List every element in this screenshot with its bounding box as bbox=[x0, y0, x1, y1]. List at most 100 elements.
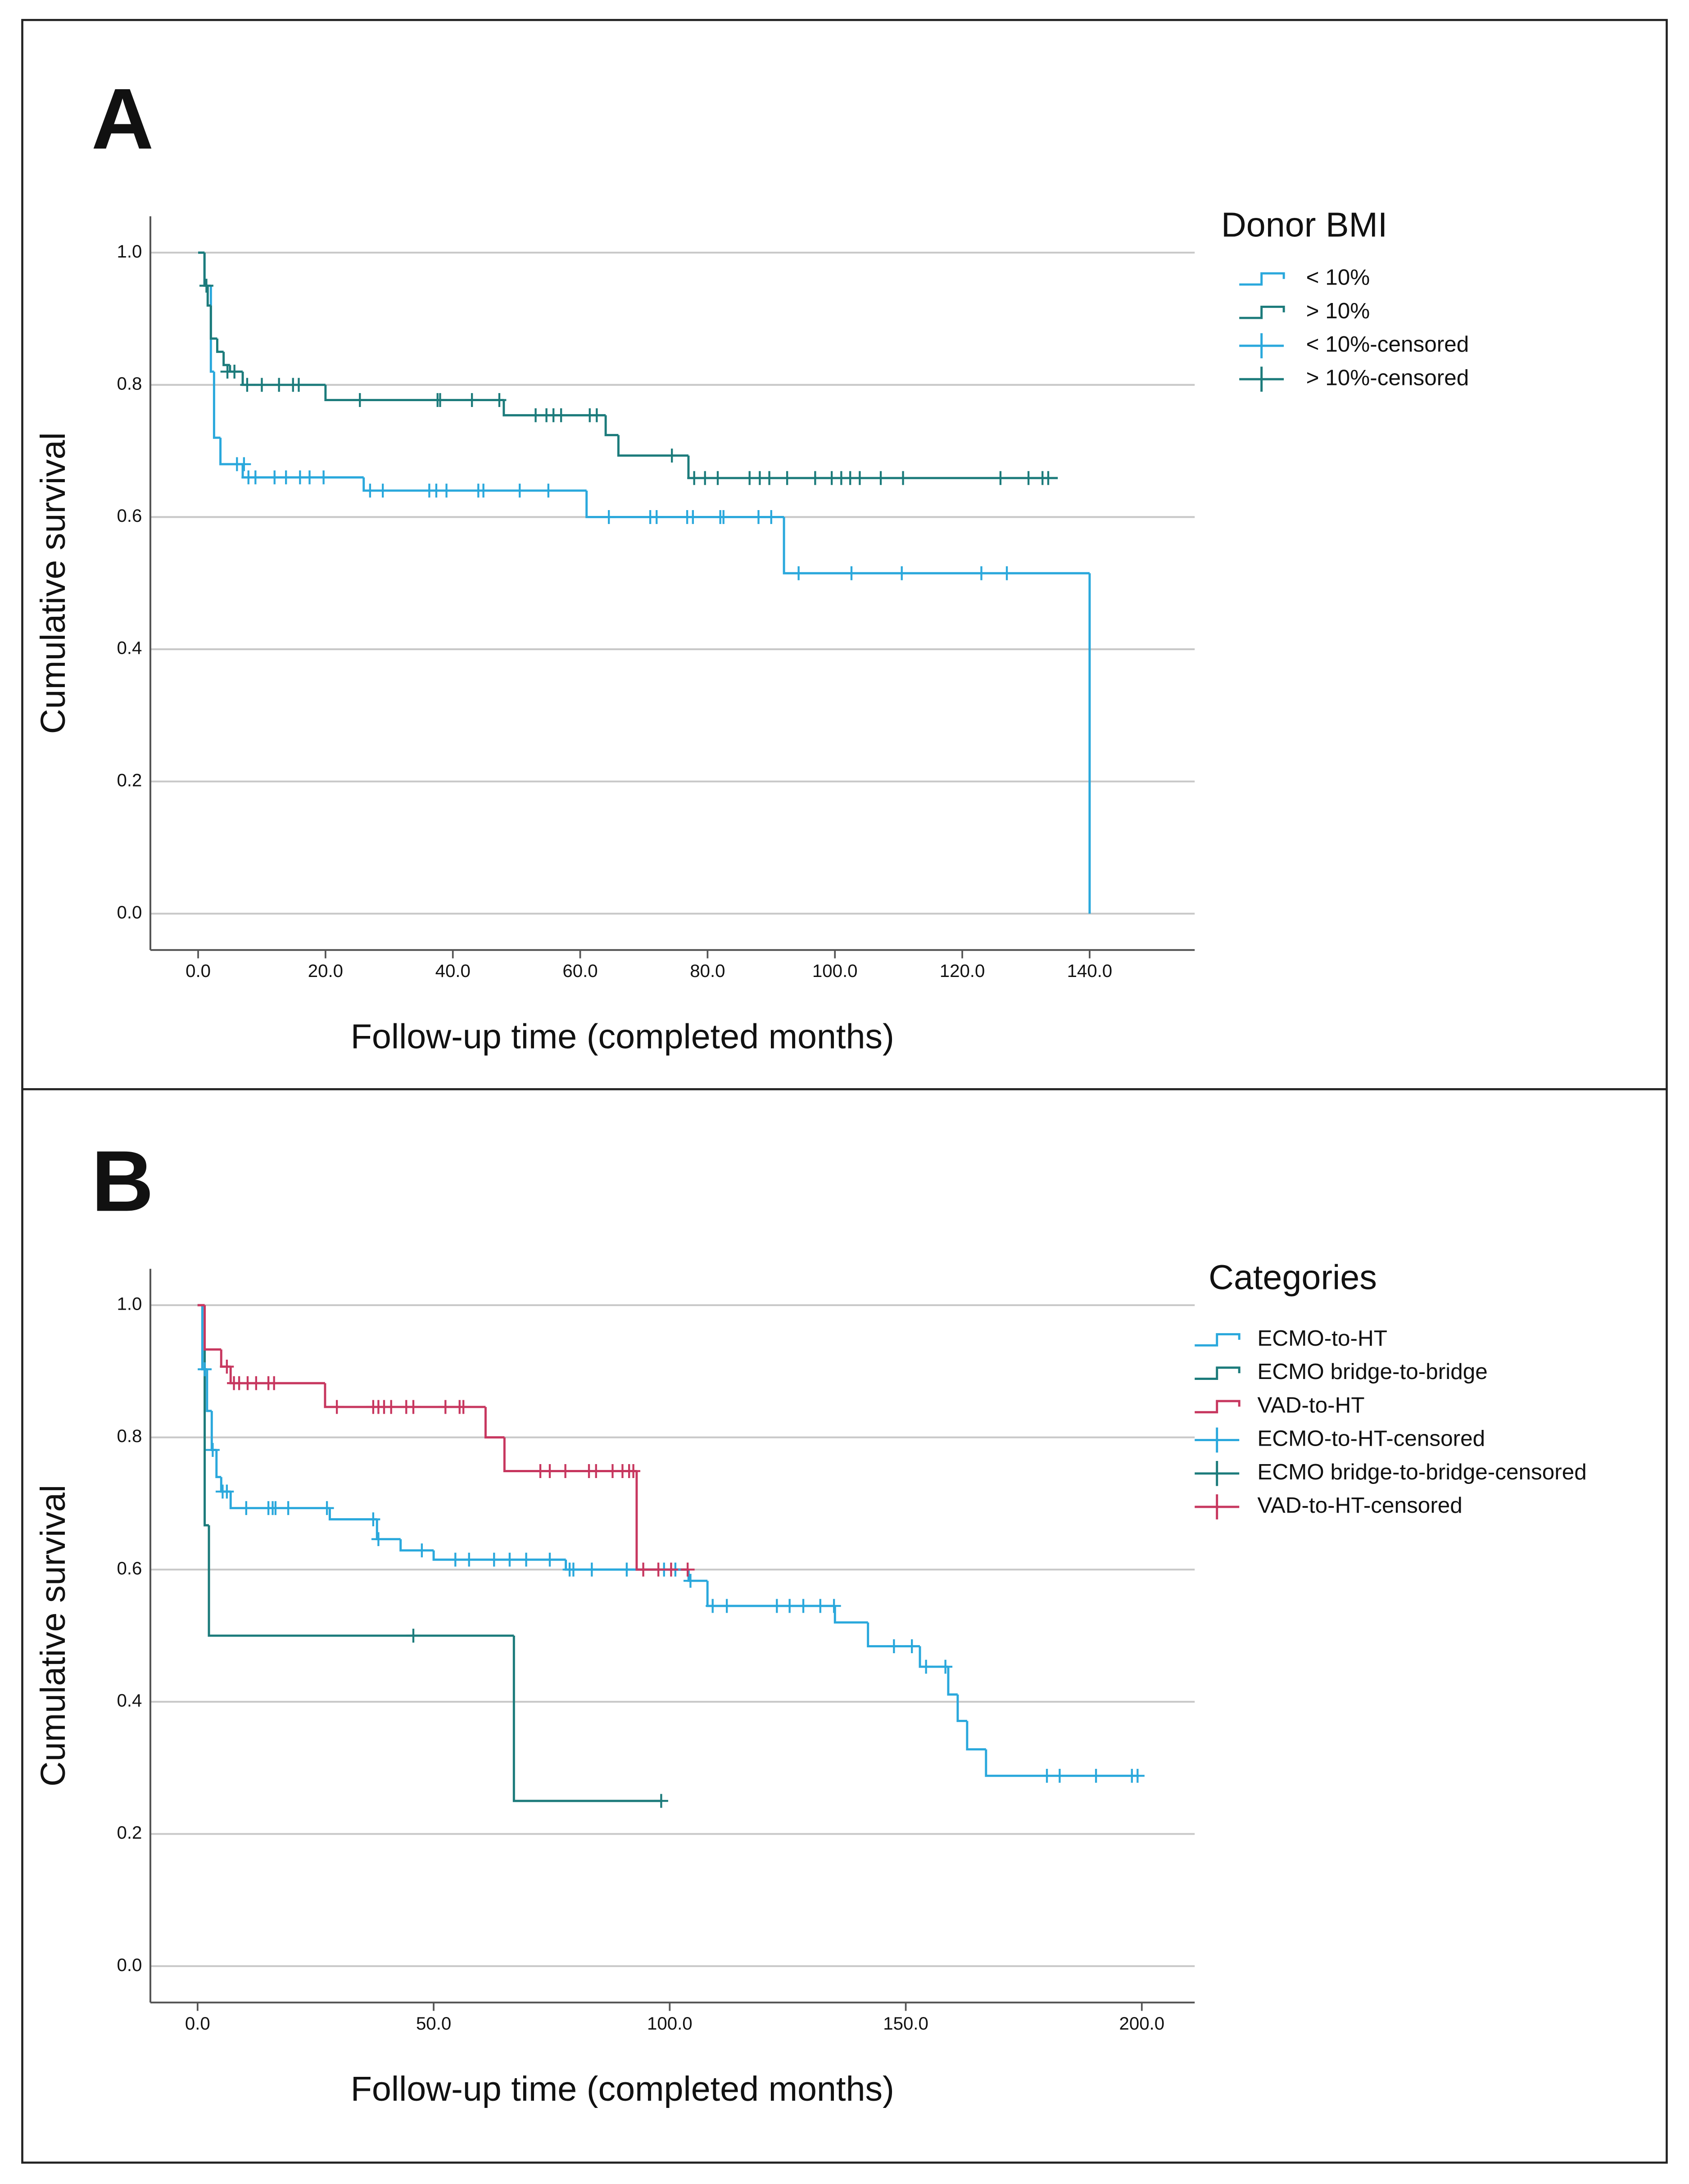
censor-mark bbox=[1052, 1768, 1067, 1783]
censor-mark bbox=[558, 1464, 573, 1478]
censor-mark bbox=[199, 279, 213, 293]
censor-mark bbox=[770, 1599, 784, 1613]
censor-mark bbox=[366, 1512, 380, 1527]
survival-step bbox=[206, 1369, 212, 1412]
censor-mark bbox=[792, 566, 806, 580]
survival-step bbox=[604, 415, 619, 436]
censor-mark bbox=[371, 1532, 385, 1546]
censor-mark bbox=[896, 471, 910, 485]
censor-mark bbox=[796, 1599, 811, 1613]
y-tick-label: 0.8 bbox=[117, 373, 142, 393]
censor-mark bbox=[649, 510, 664, 524]
censor-mark bbox=[566, 1562, 580, 1577]
censor-mark bbox=[905, 1639, 919, 1654]
x-tick-label: 150.0 bbox=[883, 2013, 928, 2034]
censor-mark bbox=[465, 393, 479, 407]
censor-mark bbox=[476, 484, 491, 498]
legend-symbol bbox=[1195, 1494, 1240, 1519]
censor-mark bbox=[664, 1562, 678, 1577]
legend-title: Categories bbox=[1209, 1258, 1377, 1297]
y-tick-label: 0.4 bbox=[117, 638, 142, 658]
x-tick-label: 50.0 bbox=[416, 2013, 451, 2034]
x-axis-title: Follow-up time (completed months) bbox=[351, 2070, 894, 2108]
legend-label: > 10% bbox=[1306, 298, 1370, 323]
x-tick-label: 40.0 bbox=[435, 961, 471, 981]
censor-mark bbox=[492, 393, 507, 407]
censor-mark bbox=[406, 1628, 421, 1643]
censor-mark bbox=[683, 1574, 697, 1588]
censor-mark bbox=[827, 1599, 841, 1613]
survival-step bbox=[867, 1622, 920, 1648]
censor-mark bbox=[706, 1599, 720, 1613]
censor-mark bbox=[919, 1659, 933, 1674]
survival-step bbox=[215, 1450, 222, 1479]
censor-mark bbox=[716, 510, 731, 524]
censor-mark bbox=[205, 1443, 220, 1457]
censor-mark bbox=[541, 484, 556, 498]
x-tick-label: 100.0 bbox=[812, 961, 858, 981]
censor-mark bbox=[406, 1400, 421, 1414]
legend-symbol bbox=[1195, 1427, 1240, 1453]
censor-mark bbox=[249, 1376, 263, 1390]
censor-mark bbox=[938, 1659, 953, 1674]
censor-mark bbox=[268, 1501, 283, 1515]
censor-mark bbox=[248, 470, 263, 484]
survival-step bbox=[484, 1407, 505, 1439]
legend-symbol bbox=[1239, 272, 1285, 286]
x-tick-label: 140.0 bbox=[1067, 961, 1113, 981]
censor-mark bbox=[764, 510, 779, 524]
x-axis-title: Follow-up time (completed months) bbox=[351, 1017, 894, 1056]
censor-mark bbox=[589, 1464, 603, 1478]
censor-mark bbox=[993, 471, 1008, 485]
x-tick-label: 80.0 bbox=[690, 961, 725, 981]
survival-step bbox=[956, 1694, 967, 1722]
legend-label: ECMO-to-HT-censored bbox=[1257, 1426, 1485, 1451]
censor-mark bbox=[783, 1599, 797, 1613]
survival-step bbox=[229, 1491, 330, 1510]
censor-mark bbox=[636, 1562, 651, 1577]
censor-mark bbox=[292, 378, 306, 392]
legend-label: ECMO bridge-to-bridge bbox=[1257, 1359, 1487, 1384]
survival-step bbox=[204, 1305, 222, 1351]
censor-mark bbox=[220, 1484, 234, 1499]
censor-mark bbox=[808, 471, 822, 485]
censor-mark bbox=[272, 378, 286, 392]
censor-mark bbox=[654, 1794, 668, 1808]
censor-mark bbox=[456, 1400, 471, 1414]
censor-mark bbox=[602, 510, 616, 524]
censor-mark bbox=[376, 484, 390, 498]
censor-mark bbox=[874, 471, 888, 485]
figure-border bbox=[21, 19, 1668, 2164]
censor-mark bbox=[227, 364, 242, 379]
censor-mark bbox=[887, 1639, 901, 1654]
legend-symbol bbox=[1195, 1366, 1241, 1380]
survival-step bbox=[204, 1305, 209, 1527]
survival-step bbox=[213, 371, 221, 439]
legend-label: < 10%-censored bbox=[1306, 332, 1469, 357]
censor-mark bbox=[1021, 471, 1036, 485]
censor-mark bbox=[1041, 471, 1055, 485]
censor-mark bbox=[543, 1552, 557, 1567]
legend-symbol bbox=[1239, 333, 1284, 358]
y-tick-label: 1.0 bbox=[117, 1294, 142, 1314]
x-tick-label: 60.0 bbox=[562, 961, 598, 981]
survival-step bbox=[947, 1667, 958, 1696]
x-tick-label: 0.0 bbox=[185, 2013, 210, 2034]
censor-mark bbox=[519, 1552, 534, 1567]
censor-mark bbox=[698, 471, 712, 485]
censor-mark bbox=[415, 1543, 429, 1558]
censor-mark bbox=[1040, 1768, 1054, 1783]
censor-mark bbox=[303, 470, 317, 484]
legend-label: ECMO-to-HT bbox=[1257, 1326, 1387, 1351]
censor-mark bbox=[320, 1501, 334, 1515]
y-tick-label: 0.6 bbox=[117, 506, 142, 526]
y-tick-label: 0.0 bbox=[117, 1955, 142, 1975]
y-tick-label: 1.0 bbox=[117, 241, 142, 262]
censor-mark bbox=[780, 471, 794, 485]
panel-label: A bbox=[91, 70, 154, 167]
censor-mark bbox=[686, 510, 700, 524]
censor-mark bbox=[895, 566, 909, 580]
censor-mark bbox=[462, 1552, 476, 1567]
legend-label: < 10% bbox=[1306, 265, 1370, 290]
censor-mark bbox=[384, 1400, 398, 1414]
